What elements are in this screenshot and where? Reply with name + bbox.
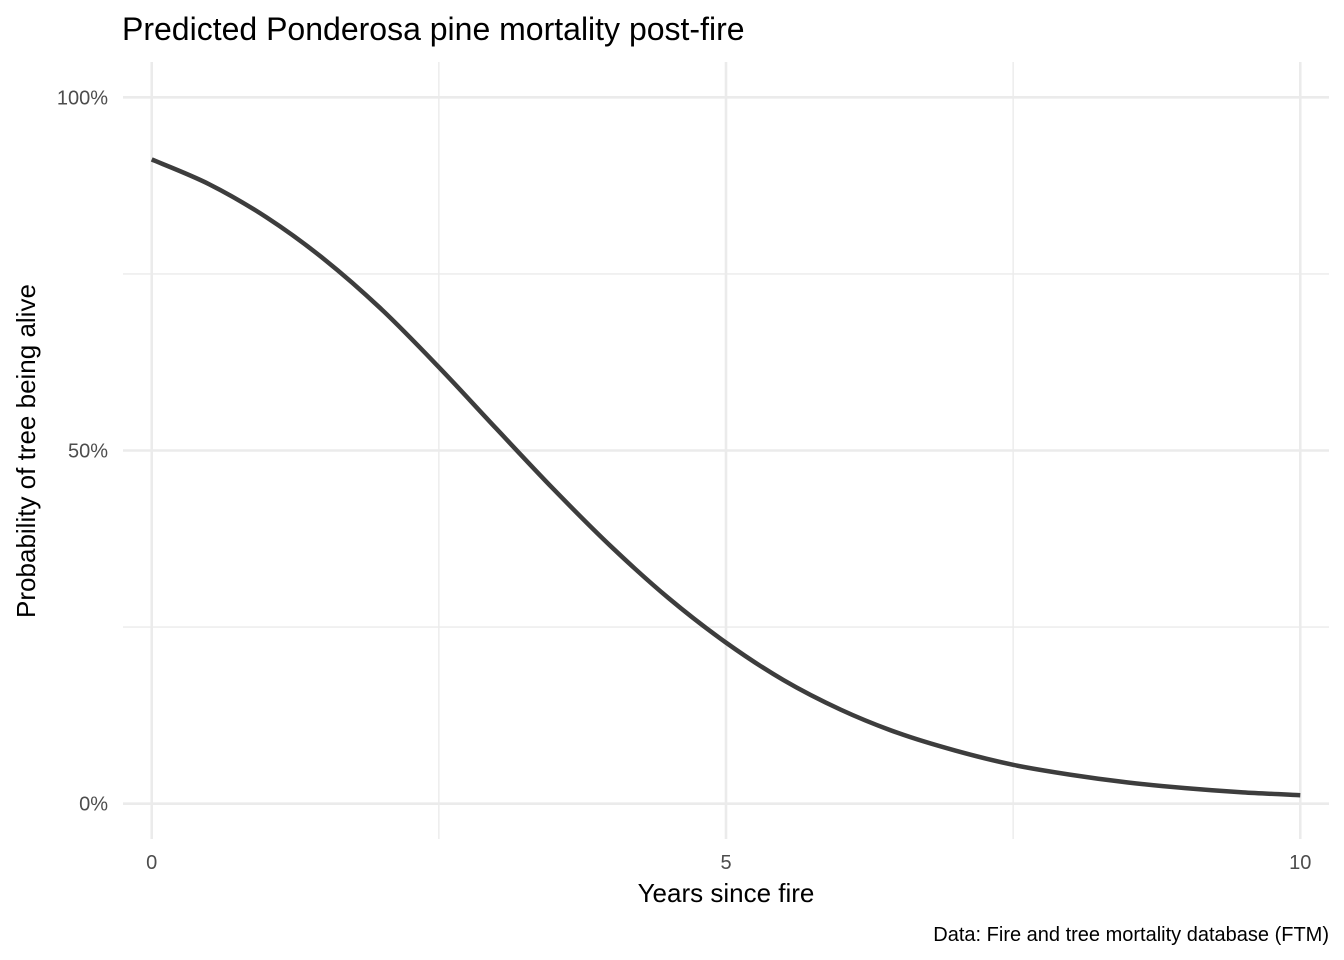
series-layer xyxy=(150,157,1301,798)
survival-probability-line xyxy=(150,157,1301,798)
x-tick-label: 0 xyxy=(146,852,157,874)
tick-labels: 0 5 100%50%100% xyxy=(57,87,1312,874)
chart-title: Predicted Ponderosa pine mortality post-… xyxy=(122,11,745,47)
y-tick-label: 0% xyxy=(79,794,108,816)
x-axis-title: Years since fire xyxy=(638,878,815,908)
major-gridlines xyxy=(123,62,1329,839)
x-tick-label: 10 xyxy=(1289,852,1311,874)
x-tick-label: 5 xyxy=(720,852,731,874)
y-tick-label: 100% xyxy=(57,87,108,109)
y-tick-label: 50% xyxy=(68,441,108,463)
data-source-caption: Data: Fire and tree mortality database (… xyxy=(933,924,1329,946)
y-axis-title: Probability of tree being alive xyxy=(11,284,41,618)
